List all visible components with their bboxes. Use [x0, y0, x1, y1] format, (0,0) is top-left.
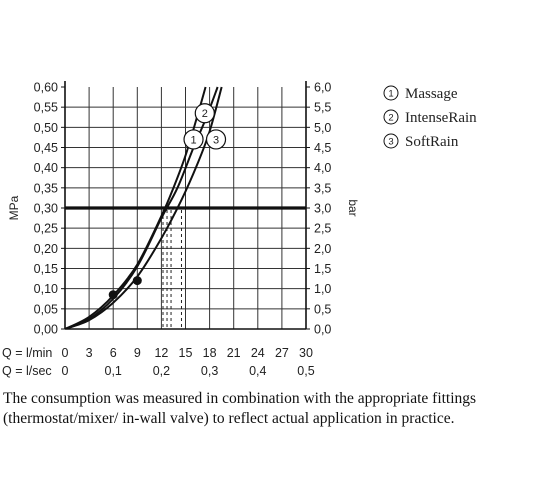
- x-row2-tick-label: 0: [62, 364, 69, 378]
- consumption-note: The consumption was measured in combinat…: [3, 390, 477, 427]
- x-row2-label: Q = l/sec: [2, 364, 52, 378]
- y-right-tick-label: 5,5: [314, 101, 331, 115]
- y-right-tick-label: 4,0: [314, 161, 331, 175]
- x-row1-tick-label: 21: [227, 346, 241, 360]
- y-right-tick-label: 0,5: [314, 302, 331, 316]
- x-row1-tick-label: 24: [251, 346, 265, 360]
- data-points: [108, 276, 142, 300]
- y-left-tick-label: 0,45: [34, 141, 58, 155]
- x-row1-tick-label: 27: [275, 346, 289, 360]
- y-right-tick-label: 3,5: [314, 181, 331, 195]
- x-row1-tick-label: 15: [179, 346, 193, 360]
- y-left-tick-label: 0,20: [34, 242, 58, 256]
- y-left-tick-label: 0,00: [34, 323, 58, 337]
- curve-marker-label: 1: [190, 134, 196, 146]
- y-left-axis-label: MPa: [7, 195, 21, 220]
- axes: [61, 81, 310, 330]
- y-right-tick-label: 1,5: [314, 262, 331, 276]
- y-right-tick-label: 2,5: [314, 222, 331, 236]
- legend-symbol-1: [383, 85, 399, 101]
- legend-entry-massage: Massage: [405, 86, 458, 102]
- data-point: [132, 276, 142, 286]
- y-left-tick-label: 0,55: [34, 101, 58, 115]
- curve-marker-3: [205, 129, 227, 150]
- y-right-tick-label: 5,0: [314, 121, 331, 135]
- curve-marker-label: 3: [213, 134, 219, 146]
- y-left-tick-label: 0,15: [34, 262, 58, 276]
- y-right-tick-label: 3,0: [314, 202, 331, 216]
- y-left-tick-label: 0,50: [34, 121, 58, 135]
- data-point: [108, 290, 118, 300]
- y-right-tick-label: 6,0: [314, 81, 331, 95]
- legend-entry-softrain: SoftRain: [405, 134, 459, 150]
- curve-marker-2: [194, 103, 215, 124]
- y-left-tick-label: 0,25: [34, 222, 58, 236]
- y-right-tick-label: 0,0: [314, 323, 331, 337]
- x-row1-tick-label: 30: [299, 346, 313, 360]
- x-row1-tick-label: 9: [134, 346, 141, 360]
- y-left-tick-label: 0,40: [34, 161, 58, 175]
- x-row1-label: Q = l/min: [2, 346, 52, 360]
- legend-symbol-3: [383, 133, 399, 149]
- x-row1-tick-label: 6: [110, 346, 117, 360]
- legend-symbol-label: 3: [388, 137, 393, 148]
- curve-marker-label: 2: [202, 108, 208, 120]
- legend-symbol-label: 1: [388, 89, 393, 100]
- legend: 1 Massage 2 IntenseRain 3 SoftRain: [383, 85, 477, 150]
- x-row1-tick-label: 0: [62, 346, 69, 360]
- curve-markers: 1 2 3: [183, 103, 227, 150]
- legend-symbol-label: 2: [388, 113, 393, 124]
- legend-entry-intenserain: IntenseRain: [405, 110, 477, 126]
- x-row2-tick-label: 0,2: [153, 364, 170, 378]
- y-left-tick-label: 0,35: [34, 181, 58, 195]
- x-row2-tick-label: 0,3: [201, 364, 218, 378]
- y-left-tick-label: 0,05: [34, 302, 58, 316]
- y-left-tick-label: 0,30: [34, 202, 58, 216]
- x-row2-tick-label: 0,5: [297, 364, 314, 378]
- pressure-flow-chart: 123 0,000,050,100,150,200,250,300,350,40…: [2, 81, 477, 379]
- curve-marker-1: [183, 129, 204, 150]
- y-right-axis-label: bar: [346, 199, 360, 216]
- legend-symbol-2: [383, 109, 399, 125]
- series-intenserain: [65, 86, 219, 329]
- x-row1-tick-label: 12: [154, 346, 168, 360]
- y-right-tick-label: 4,5: [314, 141, 331, 155]
- x-row1-tick-label: 18: [203, 346, 217, 360]
- tick-labels: 0,000,050,100,150,200,250,300,350,400,45…: [34, 81, 332, 379]
- x-row1-tick-label: 3: [86, 346, 93, 360]
- x-row2-tick-label: 0,4: [249, 364, 266, 378]
- y-left-tick-label: 0,10: [34, 282, 58, 296]
- x-row2-tick-label: 0,1: [105, 364, 122, 378]
- y-left-tick-label: 0,60: [34, 81, 58, 95]
- y-right-tick-label: 1,0: [314, 282, 331, 296]
- y-right-tick-label: 2,0: [314, 242, 331, 256]
